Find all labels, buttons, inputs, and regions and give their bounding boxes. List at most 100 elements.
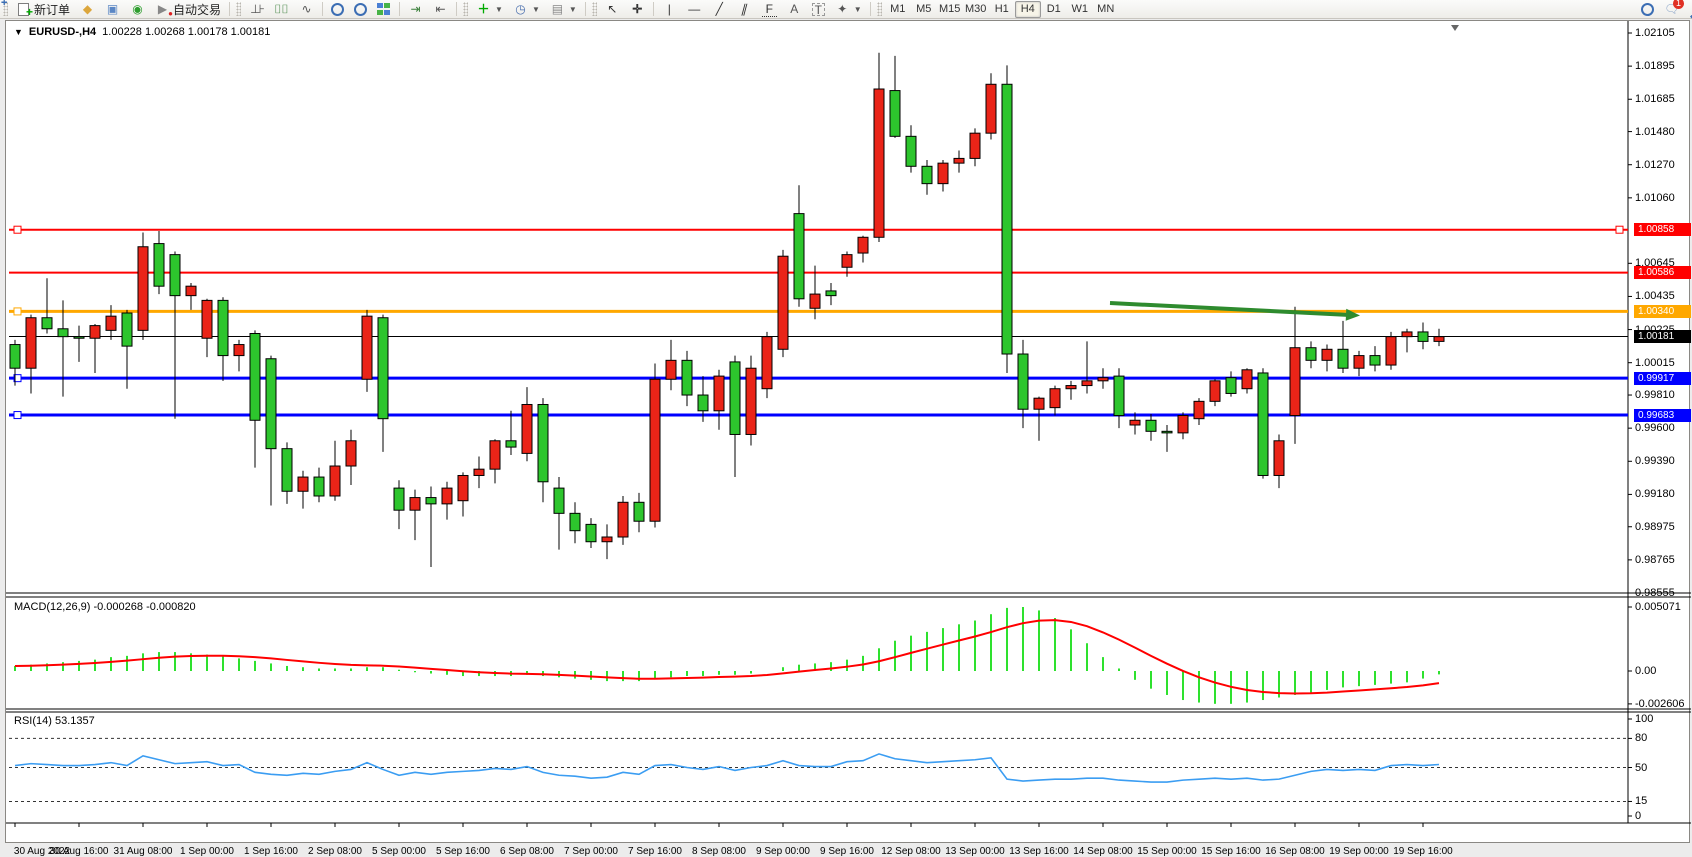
time-axis-label: 14 Sep 08:00 xyxy=(1073,846,1133,857)
timeframe-D1[interactable]: D1 xyxy=(1046,3,1061,15)
timeframe-H1[interactable]: H1 xyxy=(994,3,1009,15)
time-axis-label: 9 Sep 16:00 xyxy=(820,846,874,857)
toolbar-grip[interactable] xyxy=(591,2,597,16)
timeframe-M30[interactable]: M30 xyxy=(965,3,987,15)
price-tick-label: 1.00435 xyxy=(1635,290,1675,303)
signals-icon: ◉ xyxy=(132,1,143,16)
toolbar-grip[interactable] xyxy=(3,2,8,16)
vertical-line-button[interactable]: | xyxy=(657,1,682,18)
autotrading-button[interactable]: ▶ 自动交易 xyxy=(150,1,226,21)
price-tick-label: 0.98555 xyxy=(1635,587,1675,599)
trend-arrow-object[interactable] xyxy=(1109,301,1360,321)
time-axis-label: 15 Sep 00:00 xyxy=(1137,846,1197,857)
timeframe-W1[interactable]: W1 xyxy=(1071,3,1088,15)
indicators-button[interactable]: ＋ ▼ xyxy=(471,1,508,18)
text-button[interactable]: A xyxy=(782,1,807,18)
time-axis-label: 16 Sep 08:00 xyxy=(1265,846,1325,857)
timeframe-MN[interactable]: MN xyxy=(1097,3,1115,15)
new-order-button[interactable]: 新订单 xyxy=(11,1,75,20)
rsi-tick-label: 50 xyxy=(1635,761,1648,774)
bar-chart-button[interactable]: ⊥⊦ xyxy=(244,1,269,18)
toolbar-grip[interactable] xyxy=(236,2,242,16)
price-tag: 1.00181 xyxy=(1634,330,1691,343)
clock-icon: ◷ xyxy=(515,1,526,16)
toolbar-grip[interactable] xyxy=(463,2,469,16)
timeframe-M1[interactable]: M1 xyxy=(890,3,906,15)
chevron-down-icon: ▼ xyxy=(853,4,862,14)
rsi-label: RSI(14) 53.1357 xyxy=(14,715,95,727)
fibonacci-button[interactable]: F xyxy=(757,1,782,18)
timeframe-M15[interactable]: M15 xyxy=(939,3,961,15)
text-icon: A xyxy=(790,1,799,16)
signals-button[interactable]: ◉ xyxy=(125,1,150,18)
candlestick-series xyxy=(9,52,1445,567)
shapes-button[interactable]: ✦ ▼ xyxy=(830,1,867,18)
trendline-button[interactable]: ╱ xyxy=(707,1,732,18)
market-icon: ◆ xyxy=(82,1,93,16)
zoom-in-icon: + xyxy=(1,0,345,16)
price-tick-label: 1.02105 xyxy=(1635,27,1675,39)
price-tag: 0.99683 xyxy=(1634,408,1691,422)
new-order-label: 新订单 xyxy=(34,2,71,17)
fibonacci-icon: F xyxy=(761,2,777,17)
candlestick-chart-icon: ⌷⌷ xyxy=(274,1,289,16)
chat-bubble-icon: 🗨 1 xyxy=(1664,0,1684,17)
text-label-button[interactable]: T xyxy=(807,1,830,18)
time-axis-label: 8 Sep 08:00 xyxy=(692,846,746,857)
chart-collapse-icon[interactable]: ▼ xyxy=(14,27,23,37)
price-tick-label: 0.98765 xyxy=(1635,553,1675,566)
price-tag: 1.00586 xyxy=(1634,266,1691,280)
horizontal-line-button[interactable]: — xyxy=(682,1,707,18)
price-tag: 1.00340 xyxy=(1634,304,1691,318)
equidistant-channel-icon: ∥ xyxy=(739,1,750,16)
terminal-icon: ▣ xyxy=(106,1,119,16)
crosshair-button[interactable]: ✛ xyxy=(625,1,650,18)
chevron-down-icon: ▼ xyxy=(495,4,503,14)
rsi-tick-label: 100 xyxy=(1635,713,1654,725)
price-tick-label: 1.00015 xyxy=(1635,356,1675,369)
template-icon: ▤ xyxy=(551,1,564,16)
price-tick-label: 1.01685 xyxy=(1635,93,1675,106)
channel-button[interactable]: ∥ xyxy=(732,1,757,18)
price-tick-label: 0.98975 xyxy=(1635,520,1675,533)
chart-canvas[interactable] xyxy=(6,21,1691,844)
vertical-line-icon: | xyxy=(667,1,671,16)
time-axis-label: 7 Sep 16:00 xyxy=(628,846,682,857)
chevron-down-icon: ▼ xyxy=(531,4,540,14)
zoom-out-button[interactable]: − xyxy=(1,0,372,18)
macd-tick-label: 0.00 xyxy=(1635,665,1657,677)
chart-shift-marker[interactable] xyxy=(1451,25,1459,31)
text-label-icon: T xyxy=(811,2,825,16)
cursor-button[interactable]: ↖ xyxy=(600,1,625,18)
market-button[interactable]: ◆ xyxy=(75,1,100,18)
zoom-in-button[interactable]: + xyxy=(1,0,349,18)
price-tick-label: 0.99180 xyxy=(1635,488,1675,501)
templates-button[interactable]: ▤ ▼ xyxy=(545,1,582,18)
notifications-button[interactable]: 🗨 1 xyxy=(1659,0,1684,18)
search-button[interactable] xyxy=(1636,1,1659,18)
timeframe-toolbar: M1 M5 M15 M30 H1 H4 D1 W1 MN xyxy=(885,0,1119,18)
tile-windows-button[interactable] xyxy=(372,1,396,18)
macd-tick-label: -0.002606 xyxy=(1635,697,1685,710)
rsi-tick-label: 15 xyxy=(1635,795,1648,808)
price-tick-label: 0.99810 xyxy=(1635,389,1675,402)
candlestick-chart-button[interactable]: ⌷⌷ xyxy=(269,1,294,18)
periods-button[interactable]: ◷ ▼ xyxy=(508,1,545,18)
chart-ohlc-values: 1.00228 1.00268 1.00178 1.00181 xyxy=(102,26,271,38)
price-tick-label: 1.01060 xyxy=(1635,191,1675,204)
chevron-down-icon: ▼ xyxy=(568,4,577,14)
autotrading-label: 自动交易 xyxy=(173,2,222,17)
rsi-line xyxy=(14,753,1440,783)
indicators-add-icon: ＋ xyxy=(477,1,490,16)
horizontal-line-objects[interactable] xyxy=(9,225,1628,420)
toolbar-grip[interactable] xyxy=(876,2,882,16)
time-axis-label: 7 Sep 00:00 xyxy=(564,846,618,857)
trendline-icon: ╱ xyxy=(715,1,723,16)
timeframe-M5[interactable]: M5 xyxy=(916,3,932,15)
auto-scroll-button[interactable]: ⇥ xyxy=(403,1,428,18)
timeframe-H4[interactable]: H4 xyxy=(1014,0,1041,18)
line-chart-button[interactable]: ∿ xyxy=(294,1,319,18)
chart-window[interactable]: ▼ EURUSD-,H4 1.00228 1.00268 1.00178 1.0… xyxy=(5,20,1691,857)
chart-shift-button[interactable]: ⇤ xyxy=(428,1,453,18)
terminal-button[interactable]: ▣ xyxy=(100,1,125,18)
